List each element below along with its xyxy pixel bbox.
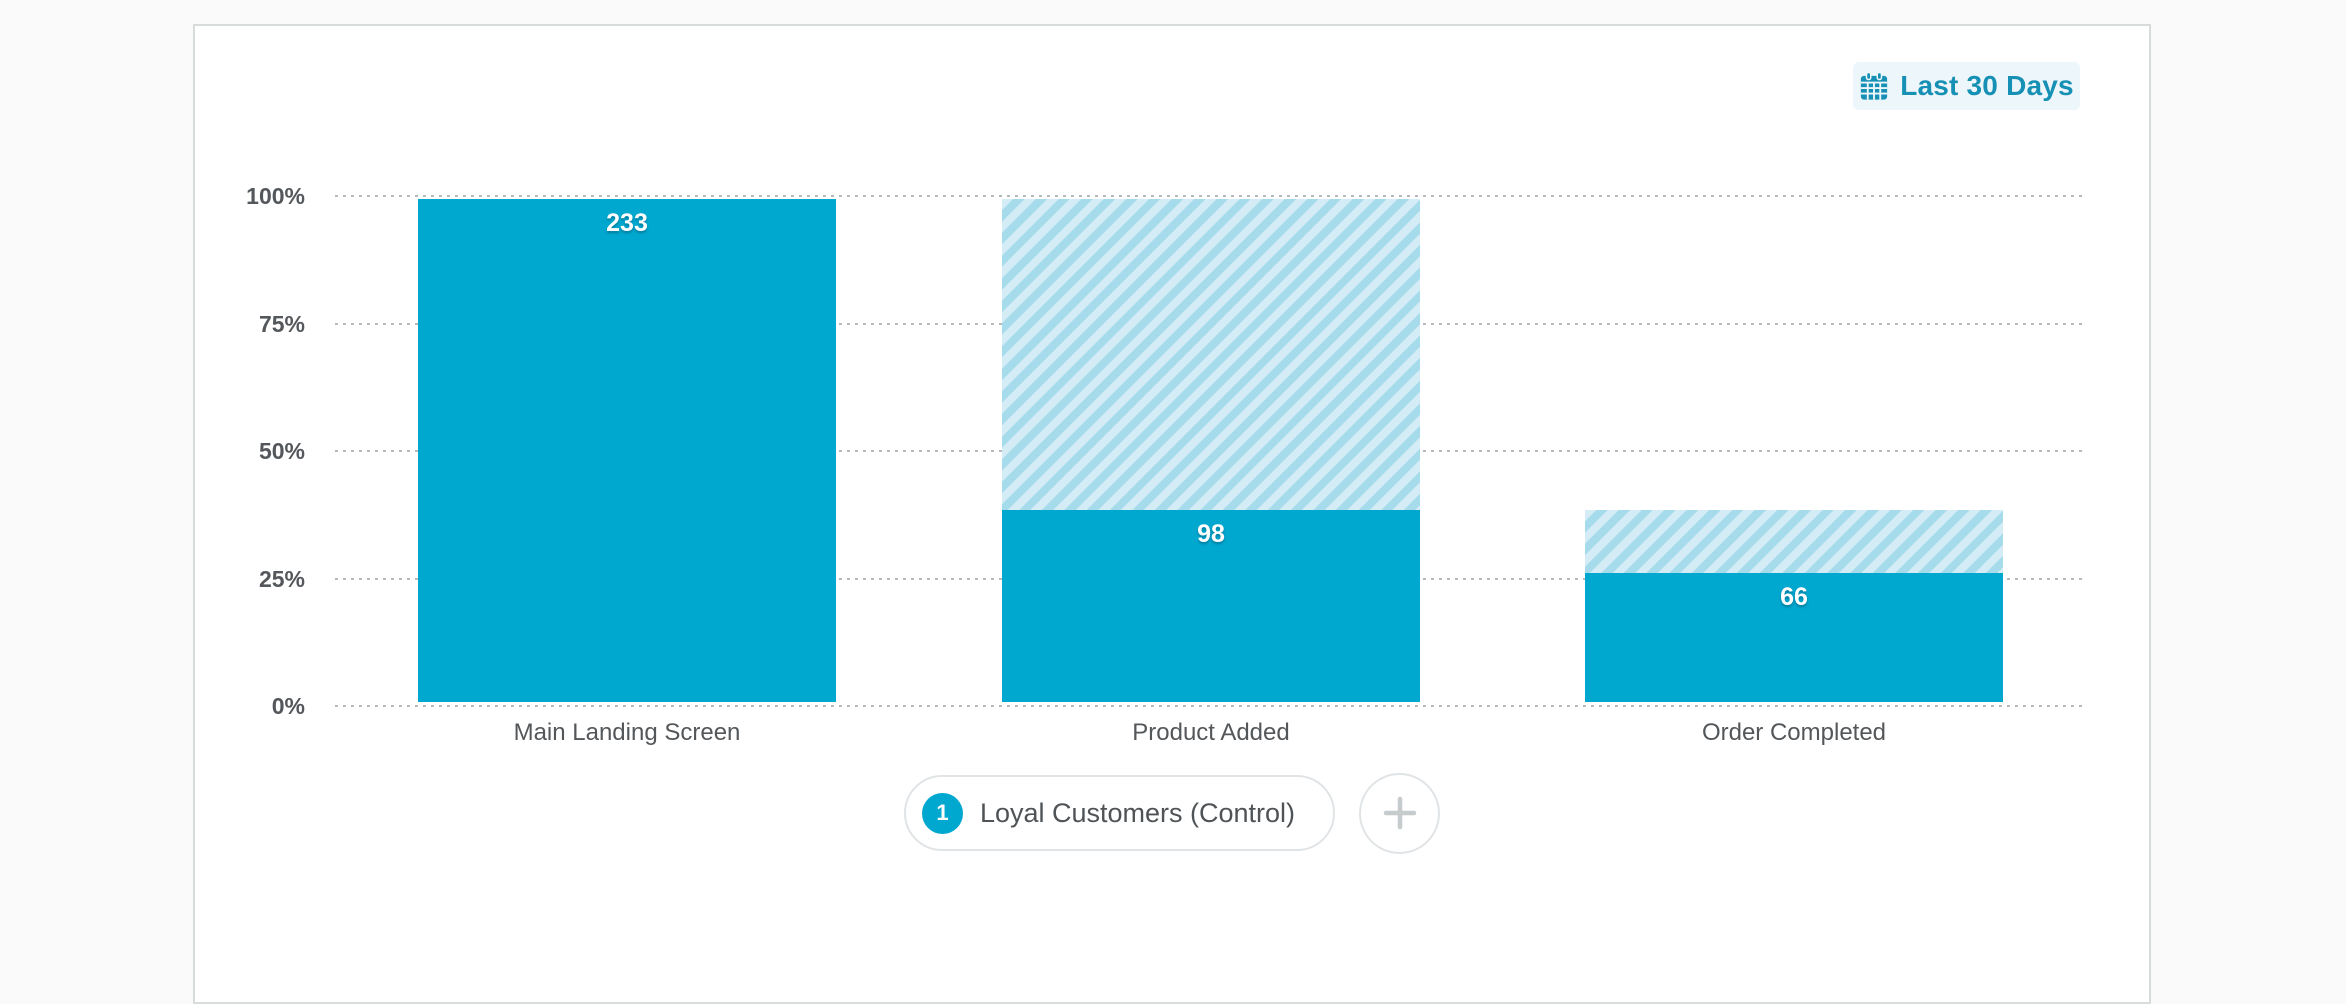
variant-number-badge: 1 xyxy=(921,792,963,834)
gridline xyxy=(335,705,2087,707)
category-label: Main Landing Screen xyxy=(513,719,741,746)
bar-value-label: 98 xyxy=(1197,519,1225,548)
conversion-solid-segment xyxy=(418,199,836,702)
y-axis-tick-label: 100% xyxy=(246,183,305,209)
date-range-button[interactable]: Last 30 Days xyxy=(1853,62,2080,110)
drop-off-hatch-segment xyxy=(1002,199,1420,510)
y-axis-tick-label: 75% xyxy=(258,310,305,337)
page: { "header": { "date_range_label": "Last … xyxy=(193,24,2151,1004)
category-label: Product Added xyxy=(1132,719,1290,746)
variant-label: Loyal Customers (Control) xyxy=(979,797,1296,828)
gridline xyxy=(335,195,2087,197)
plus-icon xyxy=(1383,796,1416,830)
bar-value-label: 66 xyxy=(1780,583,1808,612)
legend-variant-pill[interactable]: 1 Loyal Customers (Control) xyxy=(903,775,1336,851)
drop-off-hatch-segment xyxy=(1585,509,2003,574)
y-axis-tick-label: 0% xyxy=(271,693,305,719)
funnel-bar[interactable]: 233 xyxy=(418,199,836,702)
category-label: Order Completed xyxy=(1701,719,1887,746)
funnel-bar[interactable]: 66 xyxy=(1585,509,2003,702)
legend-row: 1 Loyal Customers (Control) xyxy=(193,772,2151,854)
y-axis-tick-label: 50% xyxy=(258,438,305,464)
calendar-icon xyxy=(1861,71,1888,100)
date-range-label: Last 30 Days xyxy=(1900,70,2074,101)
add-variant-button[interactable] xyxy=(1359,772,1441,854)
conversion-solid-segment xyxy=(1585,573,2003,702)
funnel-bar[interactable]: 98 xyxy=(1002,199,1420,702)
bar-value-label: 233 xyxy=(606,209,648,237)
y-axis-tick-label: 25% xyxy=(258,565,305,592)
conversion-solid-segment xyxy=(1002,509,1420,702)
